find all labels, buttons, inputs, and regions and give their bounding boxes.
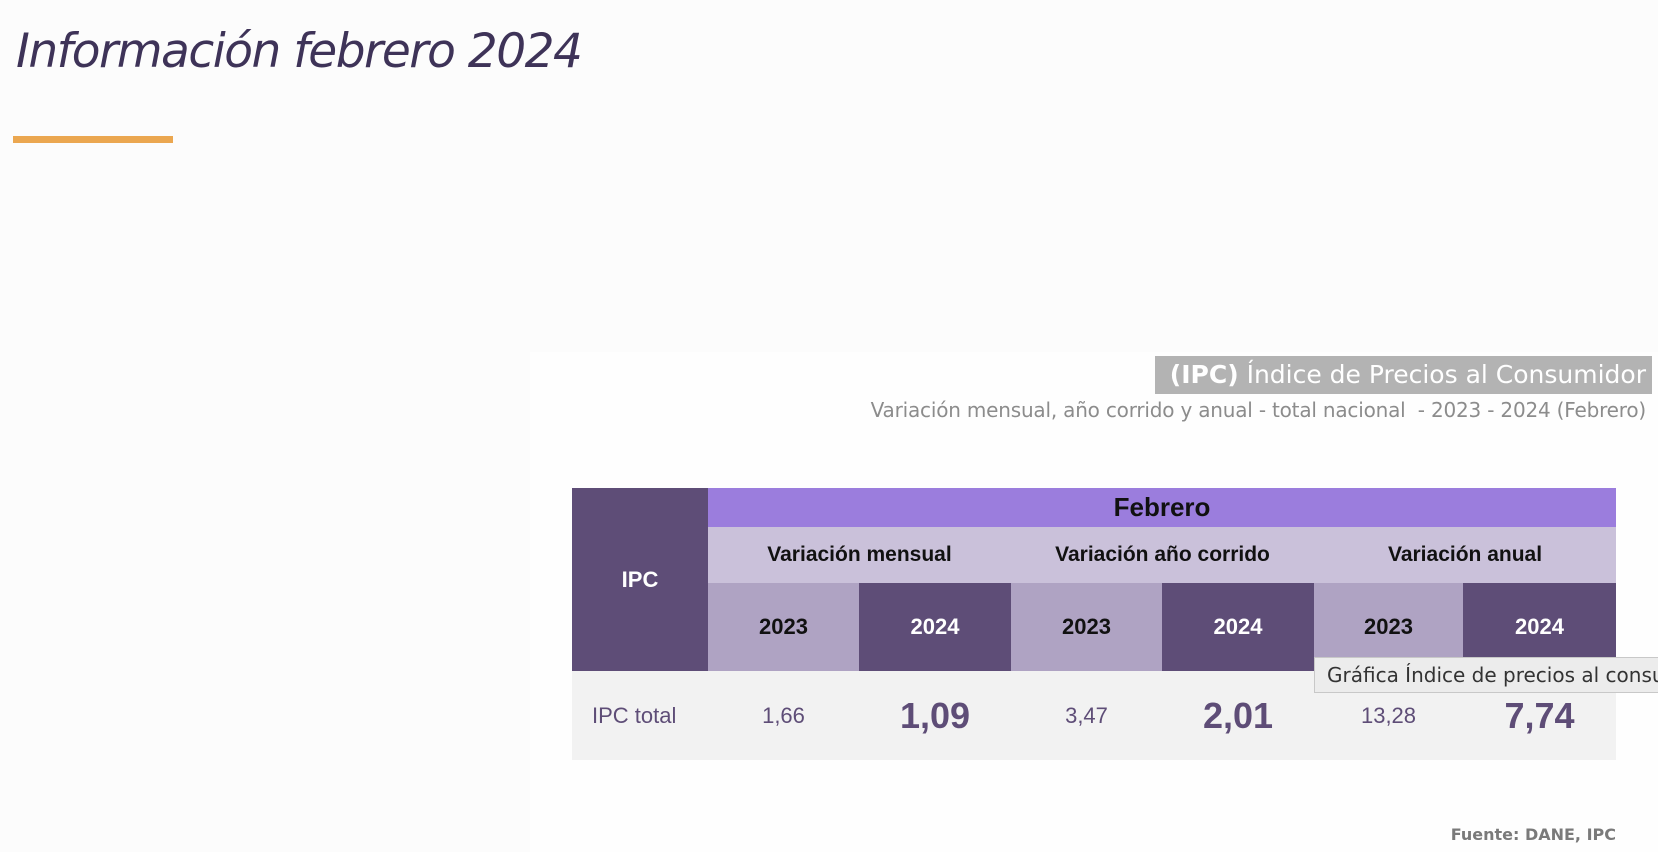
year-header: 2023	[708, 583, 859, 671]
month-header: Febrero	[708, 488, 1617, 527]
chart-title: (IPC) Índice de Precios al Consumidor	[1154, 356, 1652, 394]
ipc-header-cell: IPC	[572, 488, 708, 671]
value-cell: 1,09	[859, 671, 1011, 760]
chart-title-text: Índice de Precios al Consumidor	[1238, 360, 1646, 389]
table-row: IPC total 1,66 1,09 3,47 2,01 13,28 7,74	[572, 671, 1617, 760]
ipc-table[interactable]: IPC Febrero Variación mensual Variación …	[572, 488, 1617, 760]
page-title: Información febrero 2024	[16, 24, 583, 79]
year-header: 2024	[859, 583, 1011, 671]
value-cell: 3,47	[1011, 671, 1162, 760]
value-cell: 2,01	[1162, 671, 1314, 760]
group-header-year-to-date: Variación año corrido	[1011, 527, 1314, 583]
year-header: 2024	[1463, 583, 1617, 671]
chart-title-abbrev: (IPC)	[1169, 360, 1239, 389]
value-cell: 1,66	[708, 671, 859, 760]
year-header: 2023	[1314, 583, 1463, 671]
source-note: Fuente: DANE, IPC	[1450, 825, 1616, 844]
group-header-annual: Variación anual	[1314, 527, 1617, 583]
chart-subtitle: Variación mensual, año corrido y anual -…	[870, 398, 1647, 422]
group-header-monthly: Variación mensual	[708, 527, 1011, 583]
row-label: IPC total	[572, 671, 708, 760]
title-underline	[13, 136, 173, 143]
year-header: 2023	[1011, 583, 1162, 671]
year-header: 2024	[1162, 583, 1314, 671]
tooltip: Gráfica Índice de precios al consumidor	[1314, 657, 1658, 693]
